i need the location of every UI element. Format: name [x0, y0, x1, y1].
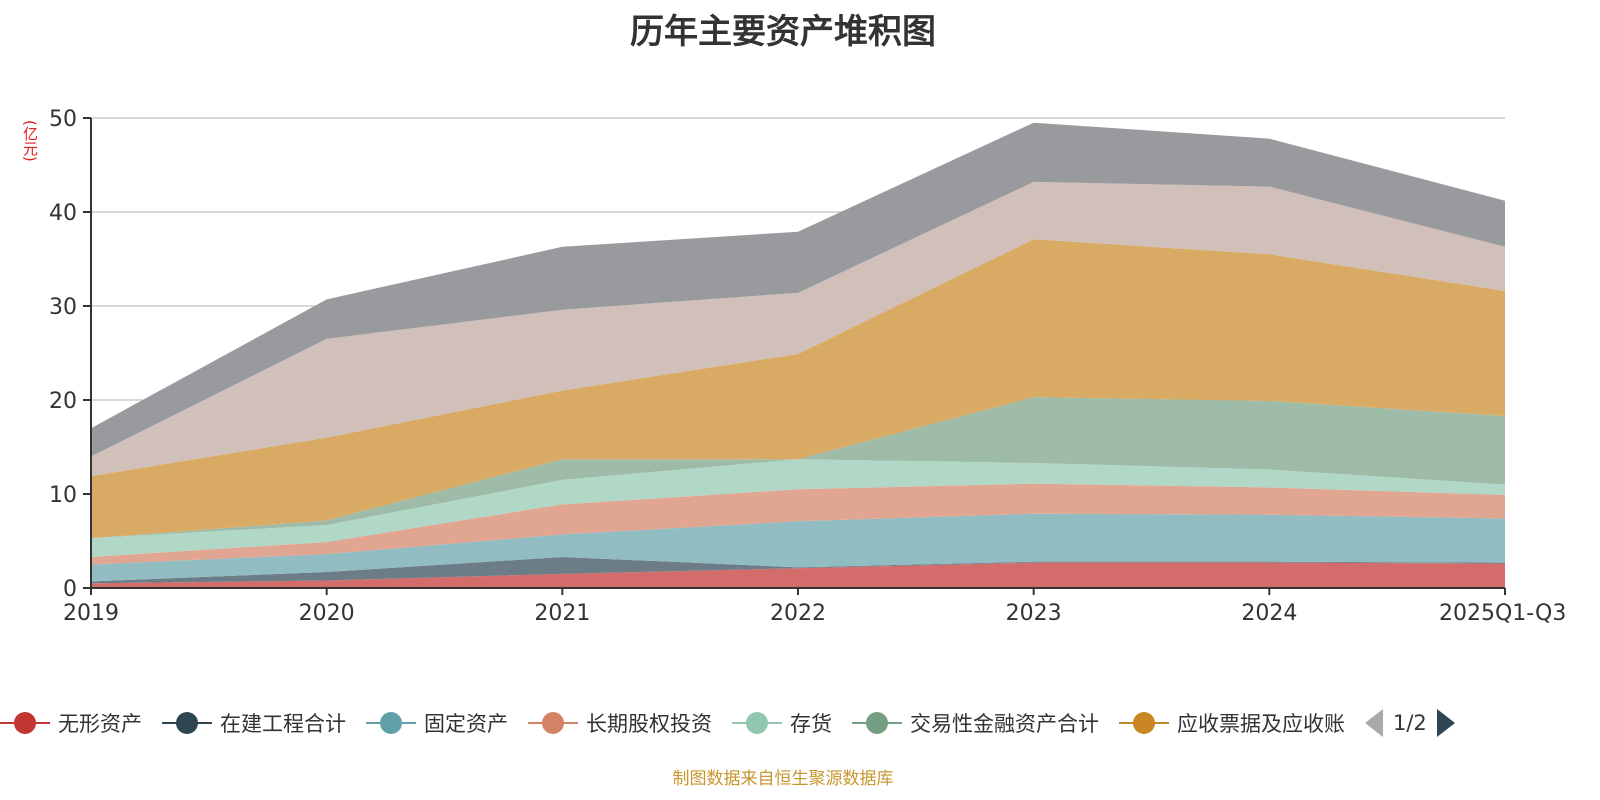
- legend-marker-icon: [1119, 711, 1169, 735]
- x-tick-label: 2020: [299, 601, 355, 626]
- y-tick-label: 30: [49, 295, 77, 320]
- legend-item[interactable]: 交易性金融资产合计: [852, 708, 1099, 738]
- legend-marker-icon: [528, 711, 578, 735]
- x-tick-label: 2024: [1241, 601, 1297, 626]
- legend-pager: 1/2: [1365, 709, 1455, 737]
- legend-marker-icon: [852, 711, 902, 735]
- x-tick-label: 2019: [63, 601, 119, 626]
- legend: 无形资产 在建工程合计 固定资产 长期股权投资 存货 交易性金融资产合计 应收票…: [0, 708, 1455, 738]
- x-tick-label: 2025Q1-Q3: [1439, 601, 1566, 626]
- chart-title: 历年主要资产堆积图: [630, 12, 936, 52]
- legend-label: 长期股权投资: [586, 712, 712, 736]
- data-source-note: 制图数据来自恒生聚源数据库: [672, 769, 894, 789]
- legend-item[interactable]: 存货: [732, 708, 832, 738]
- area-series: [91, 562, 1505, 588]
- area-series: [91, 397, 1505, 539]
- y-tick-label: 0: [63, 577, 77, 602]
- stacked-area-chart: 0 10 20 30 40 50 2019 2020 2021 2022 2023 2024 2025Q…: [49, 107, 1566, 626]
- y-axis-unit: (亿元): [21, 120, 39, 162]
- y-tick-label: 20: [49, 389, 77, 414]
- legend-label: 存货: [790, 712, 832, 736]
- legend-label: 交易性金融资产合计: [910, 712, 1099, 736]
- area-series: [91, 239, 1505, 539]
- legend-marker-icon: [162, 711, 212, 735]
- y-tick-label: 50: [49, 107, 77, 132]
- legend-item[interactable]: 固定资产: [366, 708, 508, 738]
- y-tick-label: 10: [49, 483, 77, 508]
- legend-item[interactable]: 在建工程合计: [162, 708, 346, 738]
- next-page-icon[interactable]: [1436, 709, 1455, 737]
- area-series: [91, 459, 1505, 557]
- area-series: [91, 483, 1505, 565]
- legend-item[interactable]: 长期股权投资: [528, 708, 712, 738]
- legend-label: 应收票据及应收账: [1177, 712, 1345, 736]
- x-tick-label: 2022: [770, 601, 826, 626]
- legend-marker-icon: [0, 711, 50, 735]
- legend-label: 固定资产: [424, 712, 508, 736]
- area-series: [91, 181, 1505, 477]
- legend-marker-icon: [732, 711, 782, 735]
- area-series: [91, 556, 1505, 584]
- legend-label: 无形资产: [58, 712, 142, 736]
- x-tick-label: 2021: [534, 601, 590, 626]
- legend-marker-icon: [366, 711, 416, 735]
- legend-item[interactable]: 无形资产: [0, 708, 142, 738]
- legend-item[interactable]: 应收票据及应收账: [1119, 708, 1345, 738]
- legend-label: 在建工程合计: [220, 712, 346, 736]
- legend-page-indicator: 1/2: [1393, 711, 1427, 735]
- x-tick-label: 2023: [1006, 601, 1062, 626]
- prev-page-icon[interactable]: [1365, 709, 1383, 737]
- y-tick-label: 40: [49, 201, 77, 226]
- area-series: [91, 122, 1505, 457]
- area-series: [91, 513, 1505, 582]
